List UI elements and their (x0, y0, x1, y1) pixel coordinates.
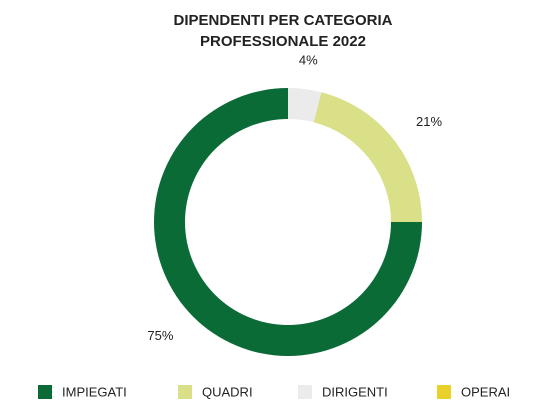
legend-swatch (178, 385, 192, 399)
legend-swatch (298, 385, 312, 399)
data-label: 4% (299, 53, 318, 68)
data-label: 75% (147, 328, 173, 343)
data-label: 21% (416, 114, 442, 129)
slice (313, 92, 422, 222)
legend-swatch (437, 385, 451, 399)
slice (288, 88, 322, 123)
legend-swatch (38, 385, 52, 399)
chart-title: DIPENDENTI PER CATEGORIA (174, 12, 393, 29)
legend-label: DIRIGENTI (322, 384, 388, 399)
legend-label: OPERAI (461, 384, 510, 399)
chart-title: PROFESSIONALE 2022 (200, 33, 366, 50)
legend-label: IMPIEGATI (62, 384, 127, 399)
legend-label: QUADRI (202, 384, 253, 399)
